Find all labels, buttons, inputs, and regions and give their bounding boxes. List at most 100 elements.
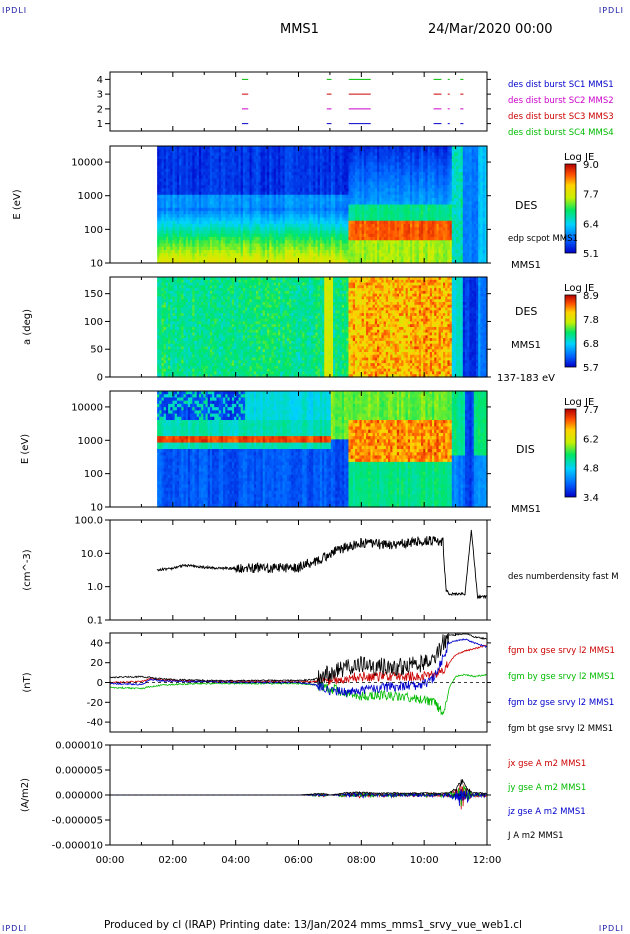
- des-energy-cell: [231, 230, 235, 235]
- des-energy-cell: [183, 188, 187, 193]
- des-energy-cell: [170, 240, 174, 245]
- des-energy-cell: [240, 256, 244, 261]
- des-energy-cell: [304, 146, 308, 150]
- des-energy-cell: [385, 250, 389, 254]
- des-energy-cell: [168, 188, 171, 193]
- des-energy-cell: [366, 168, 369, 173]
- des-energy-cell: [352, 175, 356, 180]
- des-energy-cell: [185, 201, 189, 206]
- des-energy-cell: [302, 246, 306, 251]
- des-energy-cell: [295, 253, 299, 258]
- des-energy-cell: [319, 185, 323, 189]
- des-energy-cell: [311, 214, 314, 219]
- des-energy-cell: [449, 201, 453, 206]
- des-energy-cell: [403, 194, 407, 199]
- des-energy-cell: [245, 155, 248, 160]
- des-energy-cell: [418, 194, 422, 199]
- des-energy-cell: [238, 207, 242, 212]
- des-energy-cell: [165, 168, 169, 173]
- des-energy-cell: [207, 250, 211, 254]
- des-energy-cell: [212, 155, 215, 160]
- des-energy-cell: [436, 181, 440, 186]
- des-energy-cell: [434, 185, 438, 189]
- des-energy-cell: [352, 159, 356, 163]
- des-energy-cell: [335, 243, 339, 248]
- des-energy-cell: [304, 246, 308, 251]
- des-energy-cell: [170, 256, 174, 261]
- des-energy-cell: [207, 230, 211, 235]
- des-energy-cell: [403, 149, 407, 154]
- des-energy-cell: [278, 175, 281, 180]
- des-energy-cell: [293, 178, 297, 183]
- des-energy-cell: [348, 217, 352, 222]
- des-energy-cell: [326, 217, 330, 222]
- des-energy-cell: [458, 168, 462, 173]
- des-energy-cell: [234, 240, 237, 245]
- des-energy-cell: [245, 146, 248, 150]
- des-energy-cell: [346, 175, 350, 180]
- des-energy-cell: [313, 159, 317, 163]
- des-energy-cell: [170, 178, 174, 183]
- des-energy-cell: [357, 227, 361, 232]
- des-energy-cell: [240, 220, 244, 225]
- des-energy-cell: [330, 253, 334, 258]
- des-energy-cell: [181, 207, 185, 212]
- des-energy-cell: [181, 162, 185, 167]
- des-energy-cell: [434, 207, 438, 212]
- des-energy-cell: [432, 243, 435, 248]
- des-energy-cell: [220, 194, 224, 199]
- des-energy-cell: [201, 181, 204, 186]
- des-energy-cell: [383, 152, 387, 157]
- des-energy-cell: [341, 188, 345, 193]
- des-energy-cell: [399, 165, 402, 170]
- des-energy-cell: [451, 259, 455, 264]
- des-energy-cell: [372, 237, 376, 241]
- des-energy-cell: [260, 165, 264, 170]
- des-energy-cell: [449, 220, 453, 225]
- des-energy-cell: [203, 214, 207, 219]
- des-energy-cell: [216, 191, 220, 196]
- des-energy-cell: [234, 194, 237, 199]
- des-energy-cell: [174, 155, 178, 160]
- des-energy-cell: [269, 237, 273, 241]
- des-energy-cell: [407, 230, 411, 235]
- des-energy-cell: [458, 204, 462, 209]
- des-energy-cell: [289, 259, 292, 264]
- des-energy-cell: [440, 188, 444, 193]
- des-energy-cell: [192, 198, 196, 202]
- des-energy-cell: [159, 253, 163, 258]
- des-energy-cell: [374, 207, 378, 212]
- des-energy-cell: [381, 259, 385, 264]
- des-energy-cell: [260, 214, 264, 219]
- des-energy-cell: [396, 175, 400, 180]
- des-energy-cell: [403, 217, 407, 222]
- des-energy-cell: [185, 224, 189, 228]
- des-energy-cell: [251, 220, 255, 225]
- des-energy-cell: [234, 159, 237, 163]
- des-energy-cell: [242, 168, 246, 173]
- des-energy-cell: [203, 165, 207, 170]
- des-energy-cell: [176, 233, 180, 238]
- des-energy-cell: [425, 155, 429, 160]
- des-energy-cell: [240, 240, 244, 245]
- des-energy-cell: [286, 233, 290, 238]
- des-energy-cell: [258, 240, 262, 245]
- des-energy-cell: [256, 243, 259, 248]
- des-energy-cell: [172, 178, 176, 183]
- des-energy-cell: [201, 204, 204, 209]
- des-energy-cell: [412, 207, 416, 212]
- des-energy-cell: [308, 214, 312, 219]
- des-energy-cell: [350, 194, 354, 199]
- des-energy-cell: [264, 207, 268, 212]
- des-energy-cell: [324, 211, 328, 215]
- des-energy-cell: [370, 243, 374, 248]
- des-energy-cell: [297, 149, 301, 154]
- des-energy-cell: [306, 194, 310, 199]
- des-energy-cell: [418, 240, 422, 245]
- des-energy-cell: [447, 227, 451, 232]
- des-energy-cell: [399, 214, 402, 219]
- des-energy-cell: [322, 185, 325, 189]
- des-energy-cell: [335, 240, 339, 245]
- des-energy-cell: [258, 149, 262, 154]
- des-energy-cell: [269, 172, 273, 176]
